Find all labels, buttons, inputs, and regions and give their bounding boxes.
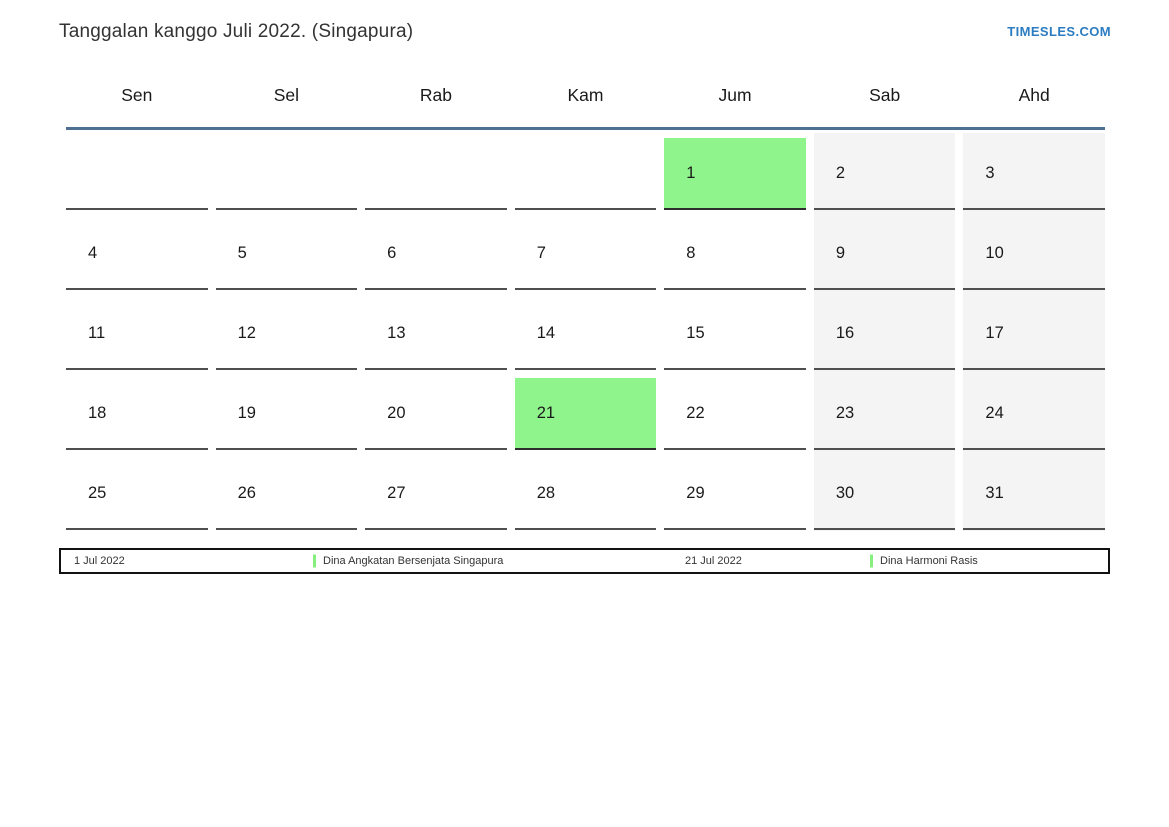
day-cell-14: 14	[514, 290, 657, 370]
day-cell-13: 13	[365, 290, 507, 370]
legend-label: Dina Angkatan Bersenjata Singapura	[323, 555, 504, 567]
legend-date: 1 Jul 2022	[74, 555, 125, 567]
weekday-header-sel: Sel	[273, 85, 299, 105]
day-cell-25: 25	[66, 450, 208, 530]
weekend-column-background-sab	[813, 133, 956, 531]
day-cell-18: 18	[66, 370, 208, 450]
day-cell-30: 30	[813, 450, 956, 530]
day-cell-17: 17	[963, 290, 1105, 370]
weekday-header-rab: Rab	[419, 85, 452, 105]
day-cell-20: 20	[365, 370, 507, 450]
day-cell-10: 10	[963, 210, 1105, 290]
day-cell-empty	[365, 130, 507, 210]
day-cell-29: 29	[664, 450, 806, 530]
legend-label: Dina Harmoni Rasis	[880, 555, 978, 567]
day-cell-8: 8	[664, 210, 806, 290]
day-cell-21-holiday: 21	[514, 370, 657, 450]
weekday-header-sen: Sen	[121, 85, 153, 105]
day-cell-2: 2	[813, 130, 956, 210]
weekday-header-kam: Kam	[567, 85, 604, 105]
day-cell-31: 31	[963, 450, 1105, 530]
calendar: Sen Sel Rab Kam Jum Sab Ahd 1 2 3 4 5 6 …	[66, 85, 1105, 531]
day-cell-12: 12	[215, 290, 358, 370]
day-cell-24: 24	[963, 370, 1105, 450]
day-cell-27: 27	[365, 450, 507, 530]
day-cell-19: 19	[215, 370, 358, 450]
page-title: Tanggalan kanggo Juli 2022. (Singapura)	[59, 21, 414, 42]
day-cell-15: 15	[664, 290, 806, 370]
day-cell-5: 5	[215, 210, 358, 290]
day-cell-26: 26	[215, 450, 358, 530]
day-cell-3: 3	[963, 130, 1105, 210]
legend-date: 21 Jul 2022	[685, 555, 742, 567]
day-cell-empty	[514, 130, 657, 210]
timesles-link[interactable]: TIMESLES.COM	[1007, 24, 1111, 39]
weekend-column-background-ahd	[963, 133, 1105, 531]
day-cell-7: 7	[514, 210, 657, 290]
day-cell-22: 22	[664, 370, 806, 450]
weekday-header-sab: Sab	[869, 85, 901, 105]
weekday-header-jum: Jum	[718, 85, 752, 105]
day-cell-9: 9	[813, 210, 956, 290]
day-cell-4: 4	[66, 210, 208, 290]
day-cell-23: 23	[813, 370, 956, 450]
day-cell-6: 6	[365, 210, 507, 290]
day-cell-empty	[66, 130, 208, 210]
calendar-grid: 1 2 3 4 5 6 7 8 9 10 11 12 13 14 15 16 1…	[66, 130, 1105, 531]
holiday-legend-bar: 1 Jul 2022 Dina Angkatan Bersenjata Sing…	[59, 548, 1110, 574]
weekday-header-ahd: Ahd	[1018, 85, 1050, 105]
holiday-marker-icon	[870, 554, 873, 568]
day-cell-empty	[215, 130, 358, 210]
day-cell-28: 28	[514, 450, 657, 530]
day-cell-1-holiday: 1	[664, 130, 806, 210]
holiday-marker-icon	[313, 554, 316, 568]
day-cell-11: 11	[66, 290, 208, 370]
day-cell-16: 16	[813, 290, 956, 370]
weekday-header-row: Sen Sel Rab Kam Jum Sab Ahd	[66, 85, 1105, 130]
